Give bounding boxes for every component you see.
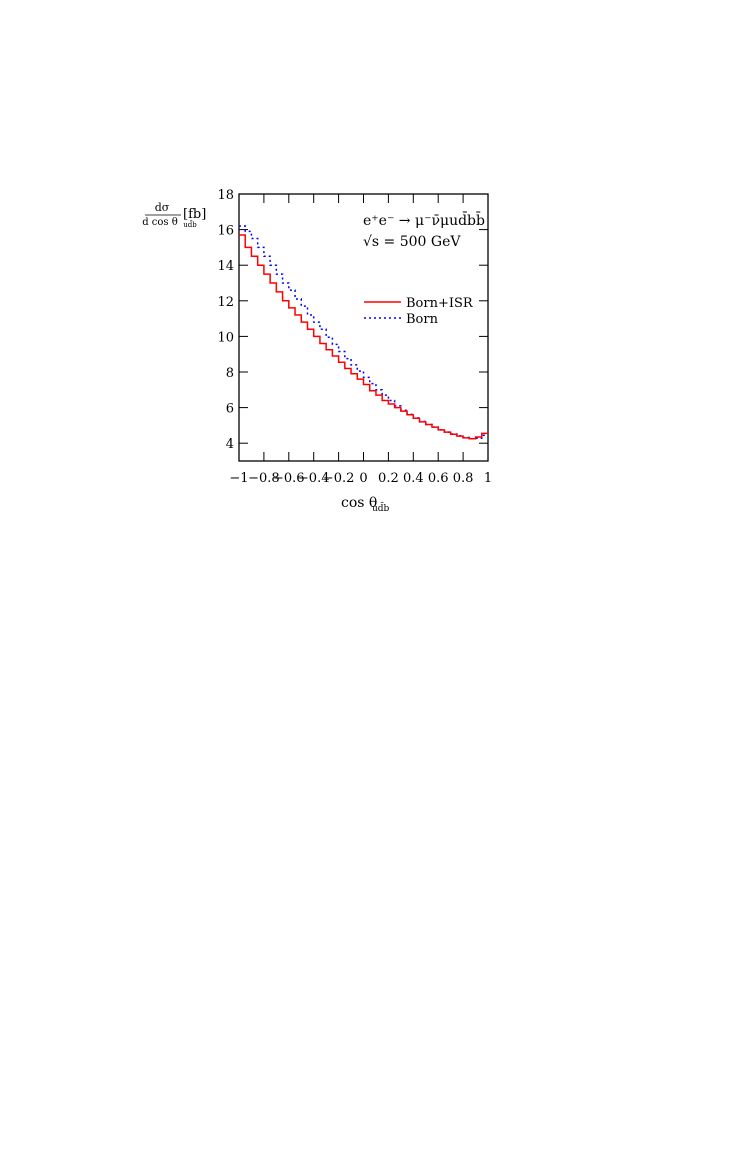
y-tick-labels: 4 6 8 10 12 14 16 18 <box>217 188 234 452</box>
y-label-unit: [fb] <box>183 207 206 222</box>
x-tick-label: 0.4 <box>403 471 424 486</box>
x-tick-label: 0.2 <box>378 471 399 486</box>
x-tick-label: −0.6 <box>273 471 305 486</box>
axis-ticks <box>238 193 489 461</box>
x-tick-label: 0.8 <box>453 471 474 486</box>
x-label-text: cos θ <box>341 495 377 511</box>
x-tick-label: 0.6 <box>428 471 449 486</box>
x-tick-labels: −1 −0.8−0.6−0.4−0.2 0 0.2 0.4 0.6 0.8 1 <box>229 471 492 486</box>
x-tick-label: −0.2 <box>323 471 355 486</box>
y-label-denominator-subscript: ud̄b <box>183 219 197 229</box>
y-label-numerator: dσ <box>155 201 170 214</box>
y-tick-label: 14 <box>217 259 234 274</box>
legend-label-born-isr: Born+ISR <box>406 296 474 311</box>
x-tick-label: 1 <box>484 471 492 486</box>
x-tick-label: −0.8 <box>248 471 280 486</box>
energy-annotation: √s = 500 GeV <box>363 234 461 250</box>
legend: Born+ISR Born <box>364 296 474 327</box>
x-tick-label: −1 <box>229 471 248 486</box>
y-tick-label: 4 <box>226 437 234 452</box>
x-tick-label: 0 <box>359 471 367 486</box>
y-tick-label: 10 <box>217 330 234 345</box>
legend-label-born: Born <box>406 312 439 327</box>
series-line-born-isr <box>239 234 488 440</box>
y-tick-label: 12 <box>217 295 234 310</box>
x-axis-label: cos θ ud̄b <box>341 495 390 514</box>
y-axis-label: dσ d cos θ ud̄b [fb] <box>142 201 206 229</box>
y-tick-label: 16 <box>217 224 234 239</box>
process-annotation: e⁺e⁻ → μ⁻ν̄μud̄bb̄ <box>363 211 485 229</box>
y-tick-label: 8 <box>226 366 234 381</box>
series-line-born <box>239 225 488 440</box>
y-tick-label: 18 <box>217 188 234 203</box>
series-group <box>239 225 488 440</box>
x-label-subscript: ud̄b <box>372 502 390 514</box>
y-tick-label: 6 <box>226 402 234 417</box>
y-label-denominator: d cos θ <box>142 217 178 228</box>
x-tick-label: −0.4 <box>298 471 330 486</box>
